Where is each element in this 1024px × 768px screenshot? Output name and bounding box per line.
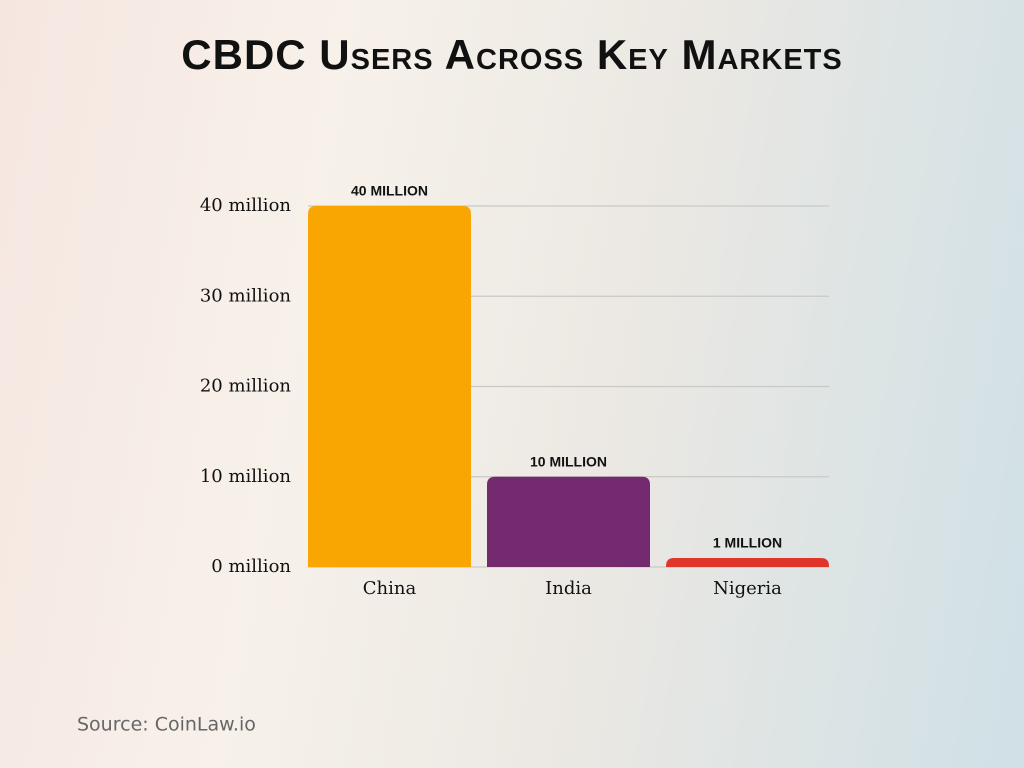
y-tick-label: 0 million [211, 556, 291, 577]
bar [487, 476, 650, 567]
value-label: 40 MILLION [351, 183, 428, 199]
y-tick-label: 10 million [200, 466, 292, 487]
source-note: Source: CoinLaw.io [77, 714, 256, 736]
value-label: 1 MILLION [713, 535, 782, 551]
x-tick-label: India [545, 578, 592, 599]
y-tick-label: 30 million [200, 285, 292, 306]
x-tick-label: Nigeria [713, 578, 782, 599]
chart-title: CBDC Users Across Key Markets [181, 31, 842, 78]
bar [666, 557, 829, 567]
y-tick-label: 20 million [200, 376, 292, 397]
x-tick-label: China [363, 578, 417, 599]
y-tick-label: 40 million [200, 195, 292, 216]
value-label: 10 MILLION [530, 453, 607, 469]
bar [308, 206, 471, 567]
